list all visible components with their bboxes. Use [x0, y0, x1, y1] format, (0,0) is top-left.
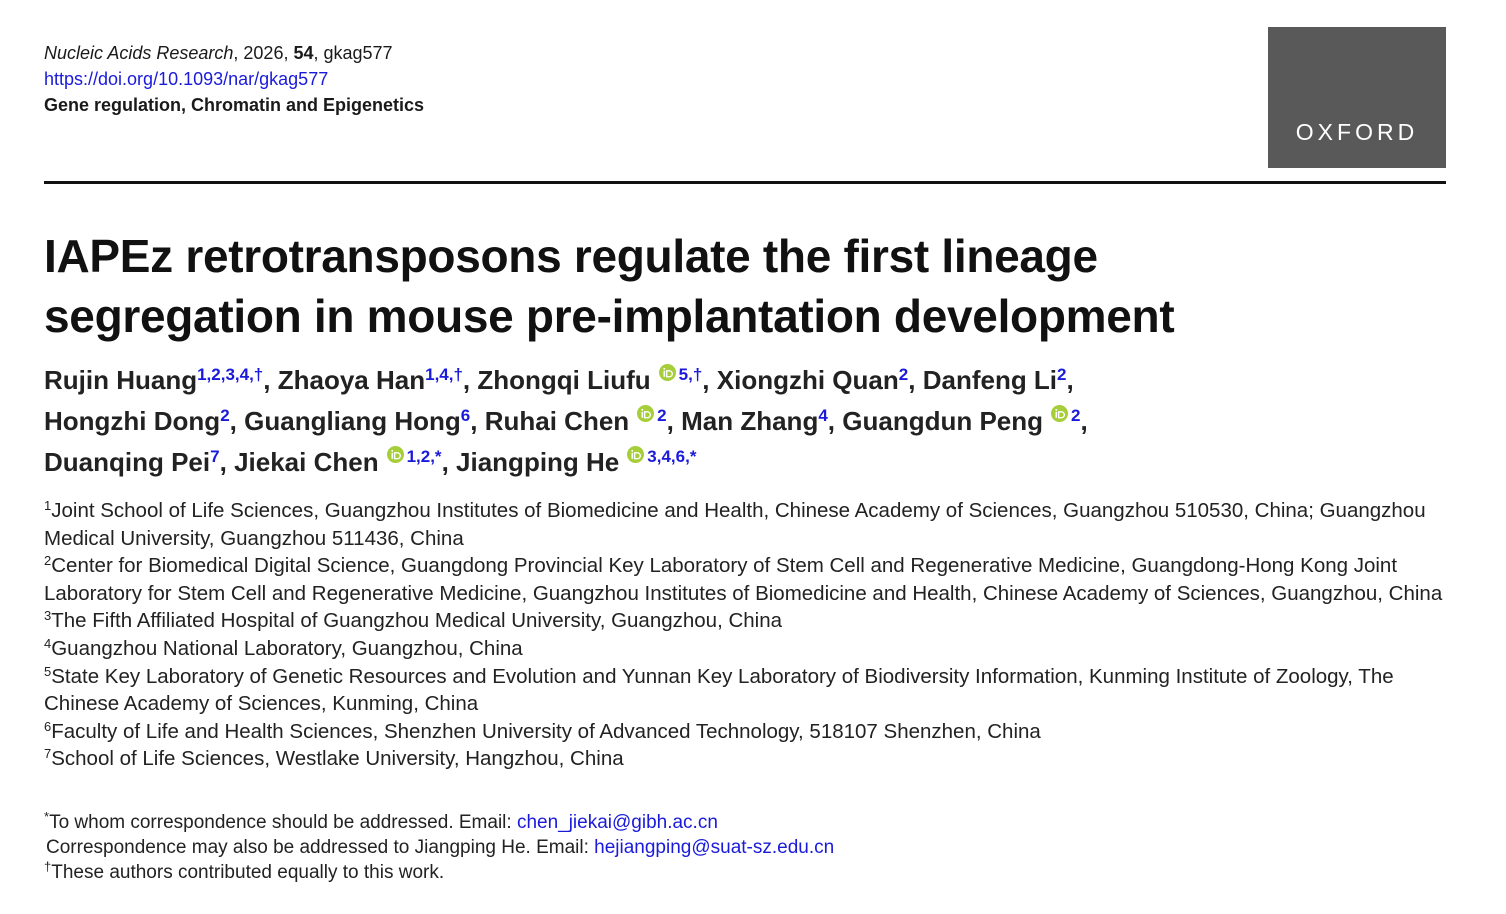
separator: ,: [908, 365, 916, 395]
orcid-icon[interactable]: [1051, 405, 1069, 422]
year: , 2026,: [233, 43, 294, 63]
author-affiliation: 2: [220, 406, 230, 425]
author-affiliation: 1,2,*: [406, 447, 442, 466]
author-affiliation: 6: [460, 406, 471, 425]
separator: ,: [441, 447, 449, 477]
author-affiliation: 1,2,3,4,†: [197, 365, 264, 384]
separator: ,: [702, 365, 710, 395]
orcid-icon[interactable]: [658, 364, 676, 381]
affiliation-number: 6: [44, 718, 52, 734]
author-affiliation: 5,†: [678, 365, 703, 384]
orcid-icon[interactable]: [627, 446, 645, 463]
affiliation-text: Guangzhou National Laboratory, Guangzhou…: [51, 636, 523, 660]
separator: ,: [470, 406, 478, 436]
author-affiliation: 2: [898, 365, 909, 384]
affiliation-text: Center for Biomedical Digital Science, G…: [44, 554, 1443, 605]
author-affiliation: 3,4,6,*: [647, 447, 697, 466]
note: Correspondence may also be addressed to …: [44, 835, 1464, 860]
note-text: To whom correspondence should be address…: [49, 812, 517, 833]
affiliation-number: 2: [44, 553, 52, 569]
separator: ,: [1080, 406, 1088, 436]
note-mark: †: [44, 859, 52, 874]
separator: ,: [219, 447, 227, 477]
separator: ,: [1066, 365, 1074, 395]
author-name: Ruhai Chen: [484, 406, 630, 436]
separator: ,: [462, 365, 471, 395]
separator: ,: [827, 406, 836, 436]
affiliation: 7School of Life Sciences, Westlake Unive…: [44, 745, 1464, 773]
section: Gene regulation, Chromatin and Epigeneti…: [44, 95, 425, 115]
author-name: Rujin Huang: [44, 365, 198, 395]
affiliation: 3The Fifth Affiliated Hospital of Guangz…: [44, 607, 1464, 635]
author-name: Zhaoya Han: [277, 365, 426, 395]
author-name: Danfeng Li: [922, 365, 1058, 395]
title: IAPEz retrotransposons regulate the firs…: [44, 230, 1175, 342]
note-text: These authors contributed equally to thi…: [51, 862, 445, 883]
note: *To whom correspondence should be addres…: [44, 810, 1464, 835]
affiliation: 6Faculty of Life and Health Sciences, Sh…: [44, 718, 1464, 746]
separator: ,: [666, 406, 674, 436]
author-name: Zhongqi Liufu: [477, 365, 651, 395]
affiliation-text: Faculty of Life and Health Sciences, She…: [51, 719, 1041, 743]
separator: ,: [229, 406, 237, 436]
logo-text: OXFORD: [1295, 119, 1419, 145]
affiliation: 4Guangzhou National Laboratory, Guangzho…: [44, 635, 1464, 663]
affiliation: 5State Key Laboratory of Genetic Resourc…: [44, 663, 1464, 718]
publisher-logo: OXFORD: [1268, 27, 1446, 168]
author-affiliation: 4: [818, 406, 828, 425]
author-name: Jiangping He: [456, 447, 620, 477]
affiliations: 1Joint School of Life Sciences, Guangzho…: [44, 497, 1464, 773]
affiliation-text: The Fifth Affiliated Hospital of Guangzh…: [51, 609, 783, 633]
orcid-icon[interactable]: [386, 446, 404, 463]
author-affiliation: 2: [1057, 365, 1067, 384]
journal-header: Nucleic Acids Research, 2026, 54, gkag57…: [44, 40, 424, 118]
author-affiliation: 7: [210, 447, 220, 466]
affiliation-text: Joint School of Life Sciences, Guangzhou…: [44, 499, 1426, 550]
affiliation: 1Joint School of Life Sciences, Guangzho…: [44, 497, 1464, 552]
affiliation-number: 5: [44, 663, 52, 679]
citation: Nucleic Acids Research, 2026, 54, gkag57…: [44, 40, 424, 66]
divider: [44, 181, 1446, 184]
note-mark: *: [44, 809, 50, 824]
orcid-icon[interactable]: [637, 405, 655, 422]
affiliation-number: 3: [44, 608, 52, 624]
author-affiliation: 1,4,†: [425, 365, 463, 384]
affiliation-number: 1: [44, 498, 52, 513]
affiliation: 2Center for Biomedical Digital Science, …: [44, 552, 1464, 607]
notes: *To whom correspondence should be addres…: [44, 810, 1464, 885]
journal-name: Nucleic Acids Research: [44, 43, 234, 63]
affiliation-text: School of Life Sciences, Westlake Univer…: [51, 747, 624, 771]
author-name: Duanqing Pei: [44, 447, 211, 477]
author-name: Hongzhi Dong: [44, 406, 221, 436]
separator: ,: [263, 365, 271, 395]
author-affiliation: 2: [1071, 406, 1081, 425]
doi-link[interactable]: https://doi.org/10.1093/nar/gkag577: [44, 69, 329, 89]
email-link[interactable]: chen_jiekai@gibh.ac.cn: [516, 812, 718, 833]
affiliation-number: 7: [44, 746, 52, 762]
authors: Rujin Huang1,2,3,4,†, Zhaoya Han1,4,†, Z…: [44, 360, 1484, 483]
affiliation-text: State Key Laboratory of Genetic Resource…: [44, 664, 1394, 716]
note-text: Correspondence may also be addressed to …: [46, 837, 595, 858]
email-link[interactable]: hejiangping@suat-sz.edu.cn: [594, 837, 835, 858]
author-affiliation: 2: [657, 406, 667, 425]
article-id: , gkag577: [313, 43, 393, 63]
affiliation-number: 4: [44, 635, 52, 651]
author-name: Xiongzhi Quan: [716, 365, 899, 395]
author-name: Guangdun Peng: [842, 406, 1044, 436]
author-name: Jiekai Chen: [234, 447, 379, 477]
author-name: Guangliang Hong: [244, 406, 461, 436]
author-name: Man Zhang: [681, 406, 819, 436]
note: †These authors contributed equally to th…: [44, 860, 1464, 885]
volume: 54: [293, 43, 314, 63]
